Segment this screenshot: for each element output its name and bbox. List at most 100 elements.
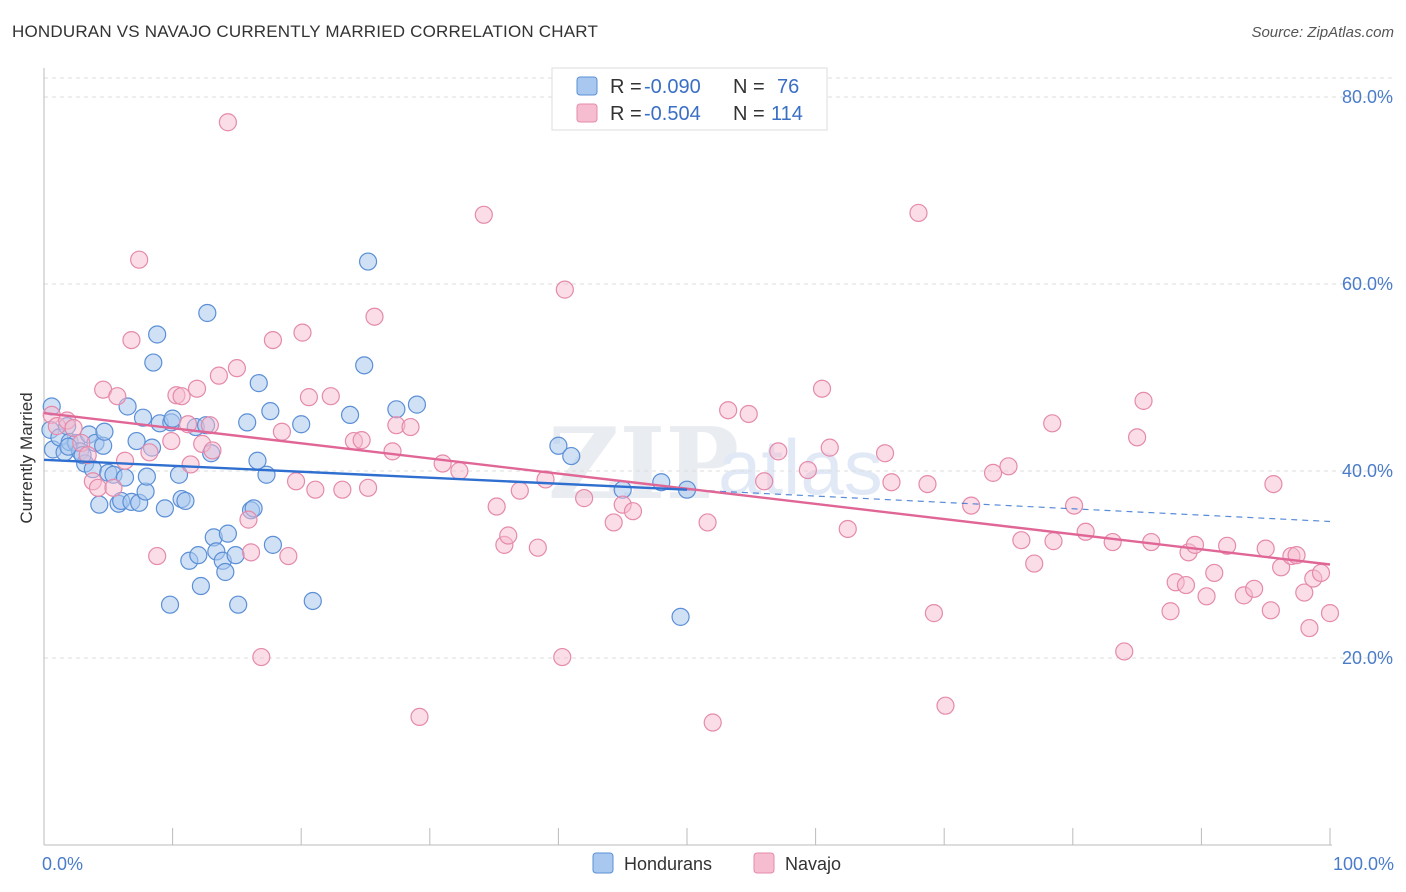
navajo-point-26 xyxy=(218,113,237,132)
navajo-point-76 xyxy=(918,474,937,494)
navajo-point-109 xyxy=(1300,618,1319,638)
navajo-point-32 xyxy=(272,422,292,441)
navajo-point-30 xyxy=(252,647,271,667)
navajo-point-3 xyxy=(64,418,83,438)
navajo-point-38 xyxy=(321,387,340,406)
honduran-point-65 xyxy=(387,400,406,419)
honduran-point-37 xyxy=(176,491,195,511)
navajo-point-103 xyxy=(1256,539,1275,558)
y-tick-label-20: 20.0% xyxy=(1342,648,1393,668)
legend-swatch-navajo xyxy=(576,103,598,123)
navajo-point-60 xyxy=(604,513,623,532)
navajo-point-111 xyxy=(1311,563,1331,583)
navajo-point-66 xyxy=(739,404,758,424)
navajo-point-49 xyxy=(450,461,469,481)
navajo-point-35 xyxy=(293,323,312,342)
navajo-point-88 xyxy=(1103,532,1122,552)
navajo-point-18 xyxy=(172,387,191,406)
navajo-point-31 xyxy=(263,331,283,350)
navajo-point-7 xyxy=(88,478,108,497)
navajo-point-68 xyxy=(769,442,788,461)
honduran-point-26 xyxy=(137,467,156,486)
navajo-point-64 xyxy=(703,713,722,732)
navajo-point-5 xyxy=(78,446,97,465)
navajo-point-59 xyxy=(575,489,594,508)
navajo-point-34 xyxy=(286,472,306,491)
navajo-point-42 xyxy=(358,478,378,497)
trend-lines xyxy=(43,411,1331,566)
navajo-point-41 xyxy=(352,431,371,450)
navajo-point-53 xyxy=(499,526,518,545)
legend-n-label-hondurans: N = xyxy=(733,76,765,98)
navajo-point-89 xyxy=(1115,642,1134,661)
navajo-point-25 xyxy=(209,366,228,385)
navajo-point-95 xyxy=(1176,575,1196,595)
honduran-point-40 xyxy=(189,546,208,565)
navajo-point-50 xyxy=(474,205,493,224)
honduran-point-14 xyxy=(95,422,114,441)
navajo-point-73 xyxy=(875,444,895,463)
navajo-point-97 xyxy=(1185,535,1205,554)
legend-n-value-hondurans: 76 xyxy=(777,76,799,98)
navajo-point-12 xyxy=(122,331,141,350)
navajo-point-69 xyxy=(798,460,817,480)
navajo-point-70 xyxy=(812,379,832,398)
honduran-trend-dashed xyxy=(686,489,1331,523)
honduran-trend-line xyxy=(43,458,688,491)
legend-r-label-hondurans: R = xyxy=(610,76,642,98)
x-tick-label-0: 0.0% xyxy=(42,854,83,874)
navajo-point-39 xyxy=(333,480,352,499)
navajo-point-10 xyxy=(108,387,127,406)
honduran-point-63 xyxy=(355,356,374,375)
honduran-point-49 xyxy=(218,524,237,543)
honduran-point-56 xyxy=(249,374,268,393)
legend-r-value-navajo: -0.504 xyxy=(644,103,701,125)
navajo-point-84 xyxy=(1043,414,1062,433)
y-tick-label-40: 40.0% xyxy=(1342,461,1393,481)
navajo-point-11 xyxy=(115,451,135,470)
navajo-point-15 xyxy=(148,546,167,566)
navajo-point-33 xyxy=(279,546,298,566)
navajo-point-55 xyxy=(528,538,547,557)
navajo-point-27 xyxy=(227,359,246,378)
navajo-point-67 xyxy=(755,472,774,491)
navajo-point-48 xyxy=(433,454,452,473)
axes xyxy=(43,68,1332,846)
navajo-point-100 xyxy=(1218,536,1237,555)
series-legend: Hondurans Navajo xyxy=(592,852,841,874)
navajo-point-104 xyxy=(1261,601,1280,620)
y-tick-labels: 20.0% 40.0% 60.0% 80.0% xyxy=(1342,87,1393,668)
navajo-point-9 xyxy=(104,478,123,497)
x-tick-label-100: 100.0% xyxy=(1333,854,1394,874)
navajo-point-82 xyxy=(1012,531,1031,550)
navajo-point-57 xyxy=(553,647,572,667)
navajo-point-87 xyxy=(1076,522,1095,541)
honduran-point-25 xyxy=(136,482,155,501)
navajo-point-54 xyxy=(510,481,529,500)
honduran-point-66 xyxy=(407,395,427,414)
honduran-point-24 xyxy=(133,408,153,427)
legend-box xyxy=(551,67,828,131)
honduran-point-52 xyxy=(238,413,257,432)
honduran-point-28 xyxy=(144,353,163,372)
navajo-point-72 xyxy=(838,519,857,539)
navajo-point-102 xyxy=(1245,579,1264,598)
navajo-point-24 xyxy=(203,441,222,460)
honduran-point-31 xyxy=(155,499,174,518)
honduran-point-22 xyxy=(127,431,146,451)
legend-n-label-navajo: N = xyxy=(733,103,765,125)
navajo-point-75 xyxy=(909,203,928,223)
navajo-point-16 xyxy=(162,431,181,451)
honduran-point-71 xyxy=(671,607,690,626)
navajo-point-85 xyxy=(1044,532,1063,551)
navajo-point-86 xyxy=(1064,496,1084,515)
navajo-point-78 xyxy=(936,696,955,715)
honduran-point-34 xyxy=(163,409,182,428)
navajo-point-105 xyxy=(1264,474,1283,494)
navajo-point-90 xyxy=(1127,428,1147,447)
honduran-point-68 xyxy=(562,446,581,466)
honduran-point-29 xyxy=(148,325,167,344)
legend-r-value-hondurans: -0.090 xyxy=(644,76,701,98)
bottom-legend-label-navajo: Navajo xyxy=(785,854,841,874)
